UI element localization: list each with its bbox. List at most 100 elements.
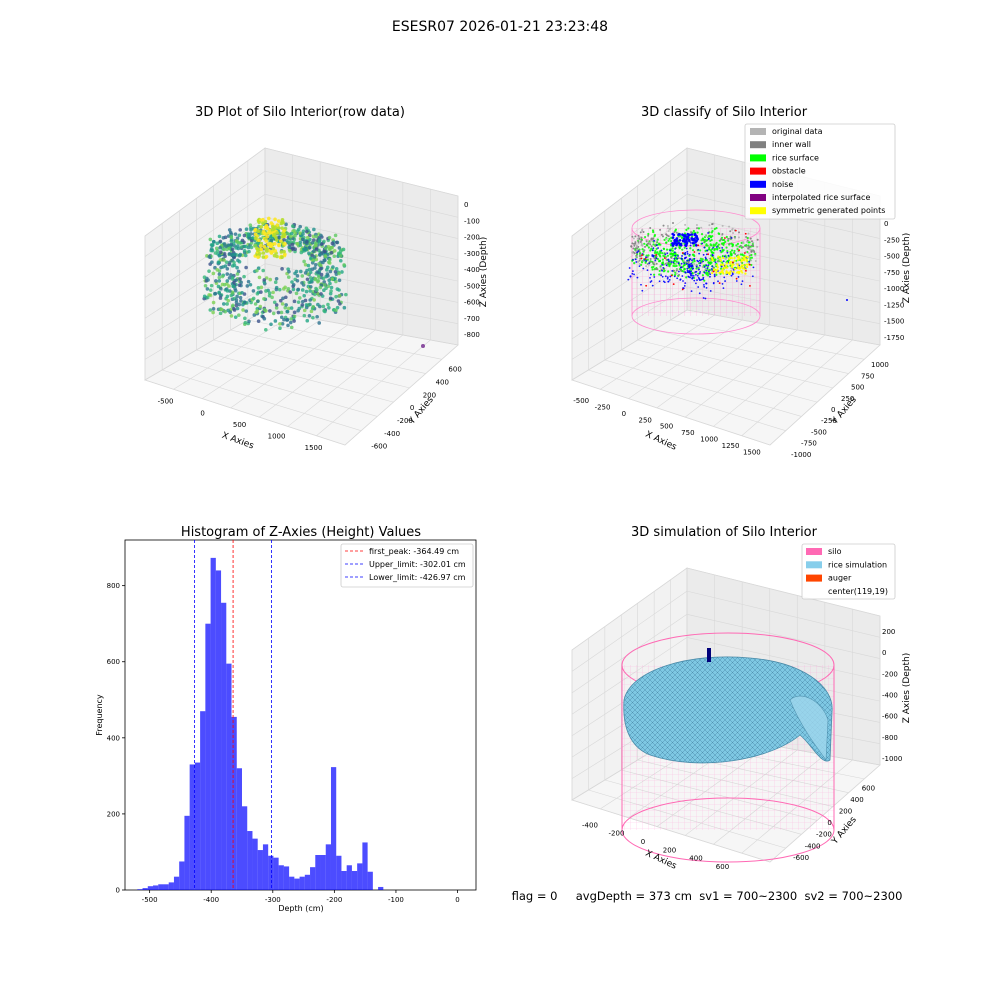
x-tick-label: 0 (622, 410, 626, 418)
y-tick-label: -200 (816, 831, 832, 839)
histogram-bar (283, 866, 290, 890)
y-tick-label: -200 (397, 417, 413, 425)
simulation-rice-surface (623, 656, 833, 764)
histogram-bars (137, 557, 384, 890)
legend-entry: rice surface (750, 153, 819, 162)
histogram-y-tick-label: 800 (107, 582, 120, 590)
y-tick-label: 500 (851, 384, 864, 392)
raw-z-axis-label: Z Axies (Depth) (479, 237, 489, 308)
classify-noise-outlier (846, 299, 848, 301)
legend-entry: silo (806, 547, 842, 556)
histogram-bar (336, 855, 342, 890)
x-tick-label: -200 (609, 830, 625, 838)
y-tick-label: 600 (862, 784, 875, 792)
x-tick-label: 500 (233, 421, 246, 429)
y-tick-label: -400 (805, 842, 821, 850)
z-tick-label: -1250 (884, 301, 904, 309)
histogram-bar (268, 855, 274, 890)
y-tick-label: 400 (850, 796, 863, 804)
histogram-bar (325, 844, 331, 890)
z-tick-label: -1500 (884, 318, 904, 326)
legend-entry: noise (750, 180, 793, 189)
z-tick-label: -200 (464, 234, 480, 242)
x-tick-label: 250 (639, 416, 652, 424)
svg-text:inner wall: inner wall (772, 140, 811, 149)
panel-histogram: Histogram of Z-Axies (Height) Values -50… (95, 525, 477, 913)
y-tick-label: -250 (821, 417, 837, 425)
classify-legend-frame (744, 123, 896, 220)
x-tick-label: 600 (716, 863, 729, 871)
histogram-bar (341, 870, 347, 890)
histogram-bar (168, 882, 174, 890)
histogram-bar (221, 602, 227, 890)
histogram-bar (299, 876, 305, 890)
simulation-legend-frame (801, 543, 896, 600)
y-tick-label: 200 (839, 808, 852, 816)
z-tick-label: -300 (464, 250, 480, 258)
histogram-bar (137, 889, 143, 890)
figure-footer-status: flag = 0 avgDepth = 373 cm sv1 = 700~230… (512, 889, 903, 903)
histogram-bar (357, 863, 363, 890)
z-tick-label: -100 (464, 217, 480, 225)
histogram-bar (184, 815, 190, 890)
z-tick-label: 0 (464, 201, 468, 209)
histogram-x-tick-label: -500 (142, 896, 158, 904)
z-tick-label: -750 (884, 269, 900, 277)
classify-z-axis-label: Z Axies (Depth) (902, 233, 912, 304)
y-tick-label: 0 (827, 819, 831, 827)
histogram-plot-area (124, 539, 477, 891)
classify-gridlines (571, 147, 881, 446)
histogram-bar (346, 865, 352, 890)
svg-text:original data: original data (772, 127, 823, 136)
histogram-bar (278, 865, 284, 890)
y-tick-label: 0 (831, 406, 835, 414)
histogram-bar (210, 557, 216, 890)
svg-text:interpolated rice surface: interpolated rice surface (772, 193, 870, 202)
histogram-bar (158, 884, 164, 890)
simulation-z-axis-label: Z Axies (Depth) (902, 653, 912, 724)
histogram-bar (257, 850, 263, 890)
svg-text:Upper_limit: -302.01 cm: Upper_limit: -302.01 cm (369, 560, 466, 569)
histogram-bar (242, 806, 248, 890)
figure-suptitle: ESESR07 2026-01-21 23:23:48 (392, 19, 608, 35)
histogram-legend: first_peak: -364.49 cm Upper_limit: -302.… (345, 547, 466, 582)
z-tick-label: -700 (464, 315, 480, 323)
histogram-bar (194, 762, 201, 890)
simulation-x-ticks: -400 -200 0 200 400 600 (582, 821, 729, 871)
histogram-y-tick-label: 200 (107, 810, 120, 818)
histogram-bar (351, 870, 358, 890)
raw-x-ticks: -500 0 500 1000 1500 (158, 398, 323, 452)
histogram-bar (205, 623, 211, 890)
histogram-bar (262, 844, 269, 890)
histogram-bar (294, 878, 300, 890)
legend-entry: auger (806, 574, 852, 583)
svg-text:rice surface: rice surface (772, 153, 819, 162)
svg-text:Lower_limit: -426.97 cm: Lower_limit: -426.97 cm (369, 573, 466, 582)
histogram-bar (310, 867, 316, 890)
histogram-bar (179, 861, 185, 890)
histogram-x-tick-label: -400 (203, 896, 219, 904)
classify-x-axis-label: X Axies (644, 430, 679, 453)
z-tick-label: -1750 (884, 334, 904, 342)
z-tick-label: 0 (882, 649, 886, 657)
classify-z-ticks: -1750 -1500 -1250 -1000 -750 -500 -250 0 (884, 220, 904, 342)
x-tick-label: -500 (573, 397, 589, 405)
histogram-bar (362, 842, 368, 890)
histogram-bar (304, 874, 311, 890)
svg-text:symmetric generated points: symmetric generated points (772, 206, 885, 215)
histogram-bar (236, 768, 242, 890)
z-tick-label: -400 (882, 692, 898, 700)
z-tick-label: -500 (884, 253, 900, 261)
histogram-bar (200, 711, 206, 890)
legend-entry: obstacle (750, 167, 806, 176)
x-tick-label: -400 (582, 821, 598, 829)
panel-raw-data: 3D Plot of Silo Interior(row data) -500 0… (144, 105, 489, 452)
y-tick-label: -400 (384, 430, 400, 438)
legend-entry: original data (750, 127, 823, 136)
simulation-legend: silo rice simulation auger center(119,19) (806, 547, 888, 596)
z-tick-label: -200 (882, 670, 898, 678)
histogram-bar (273, 857, 279, 890)
raw-z-ticks: -800 -700 -600 -500 -400 -300 -200 -100 0 (464, 201, 480, 339)
x-tick-label: 400 (689, 855, 702, 863)
